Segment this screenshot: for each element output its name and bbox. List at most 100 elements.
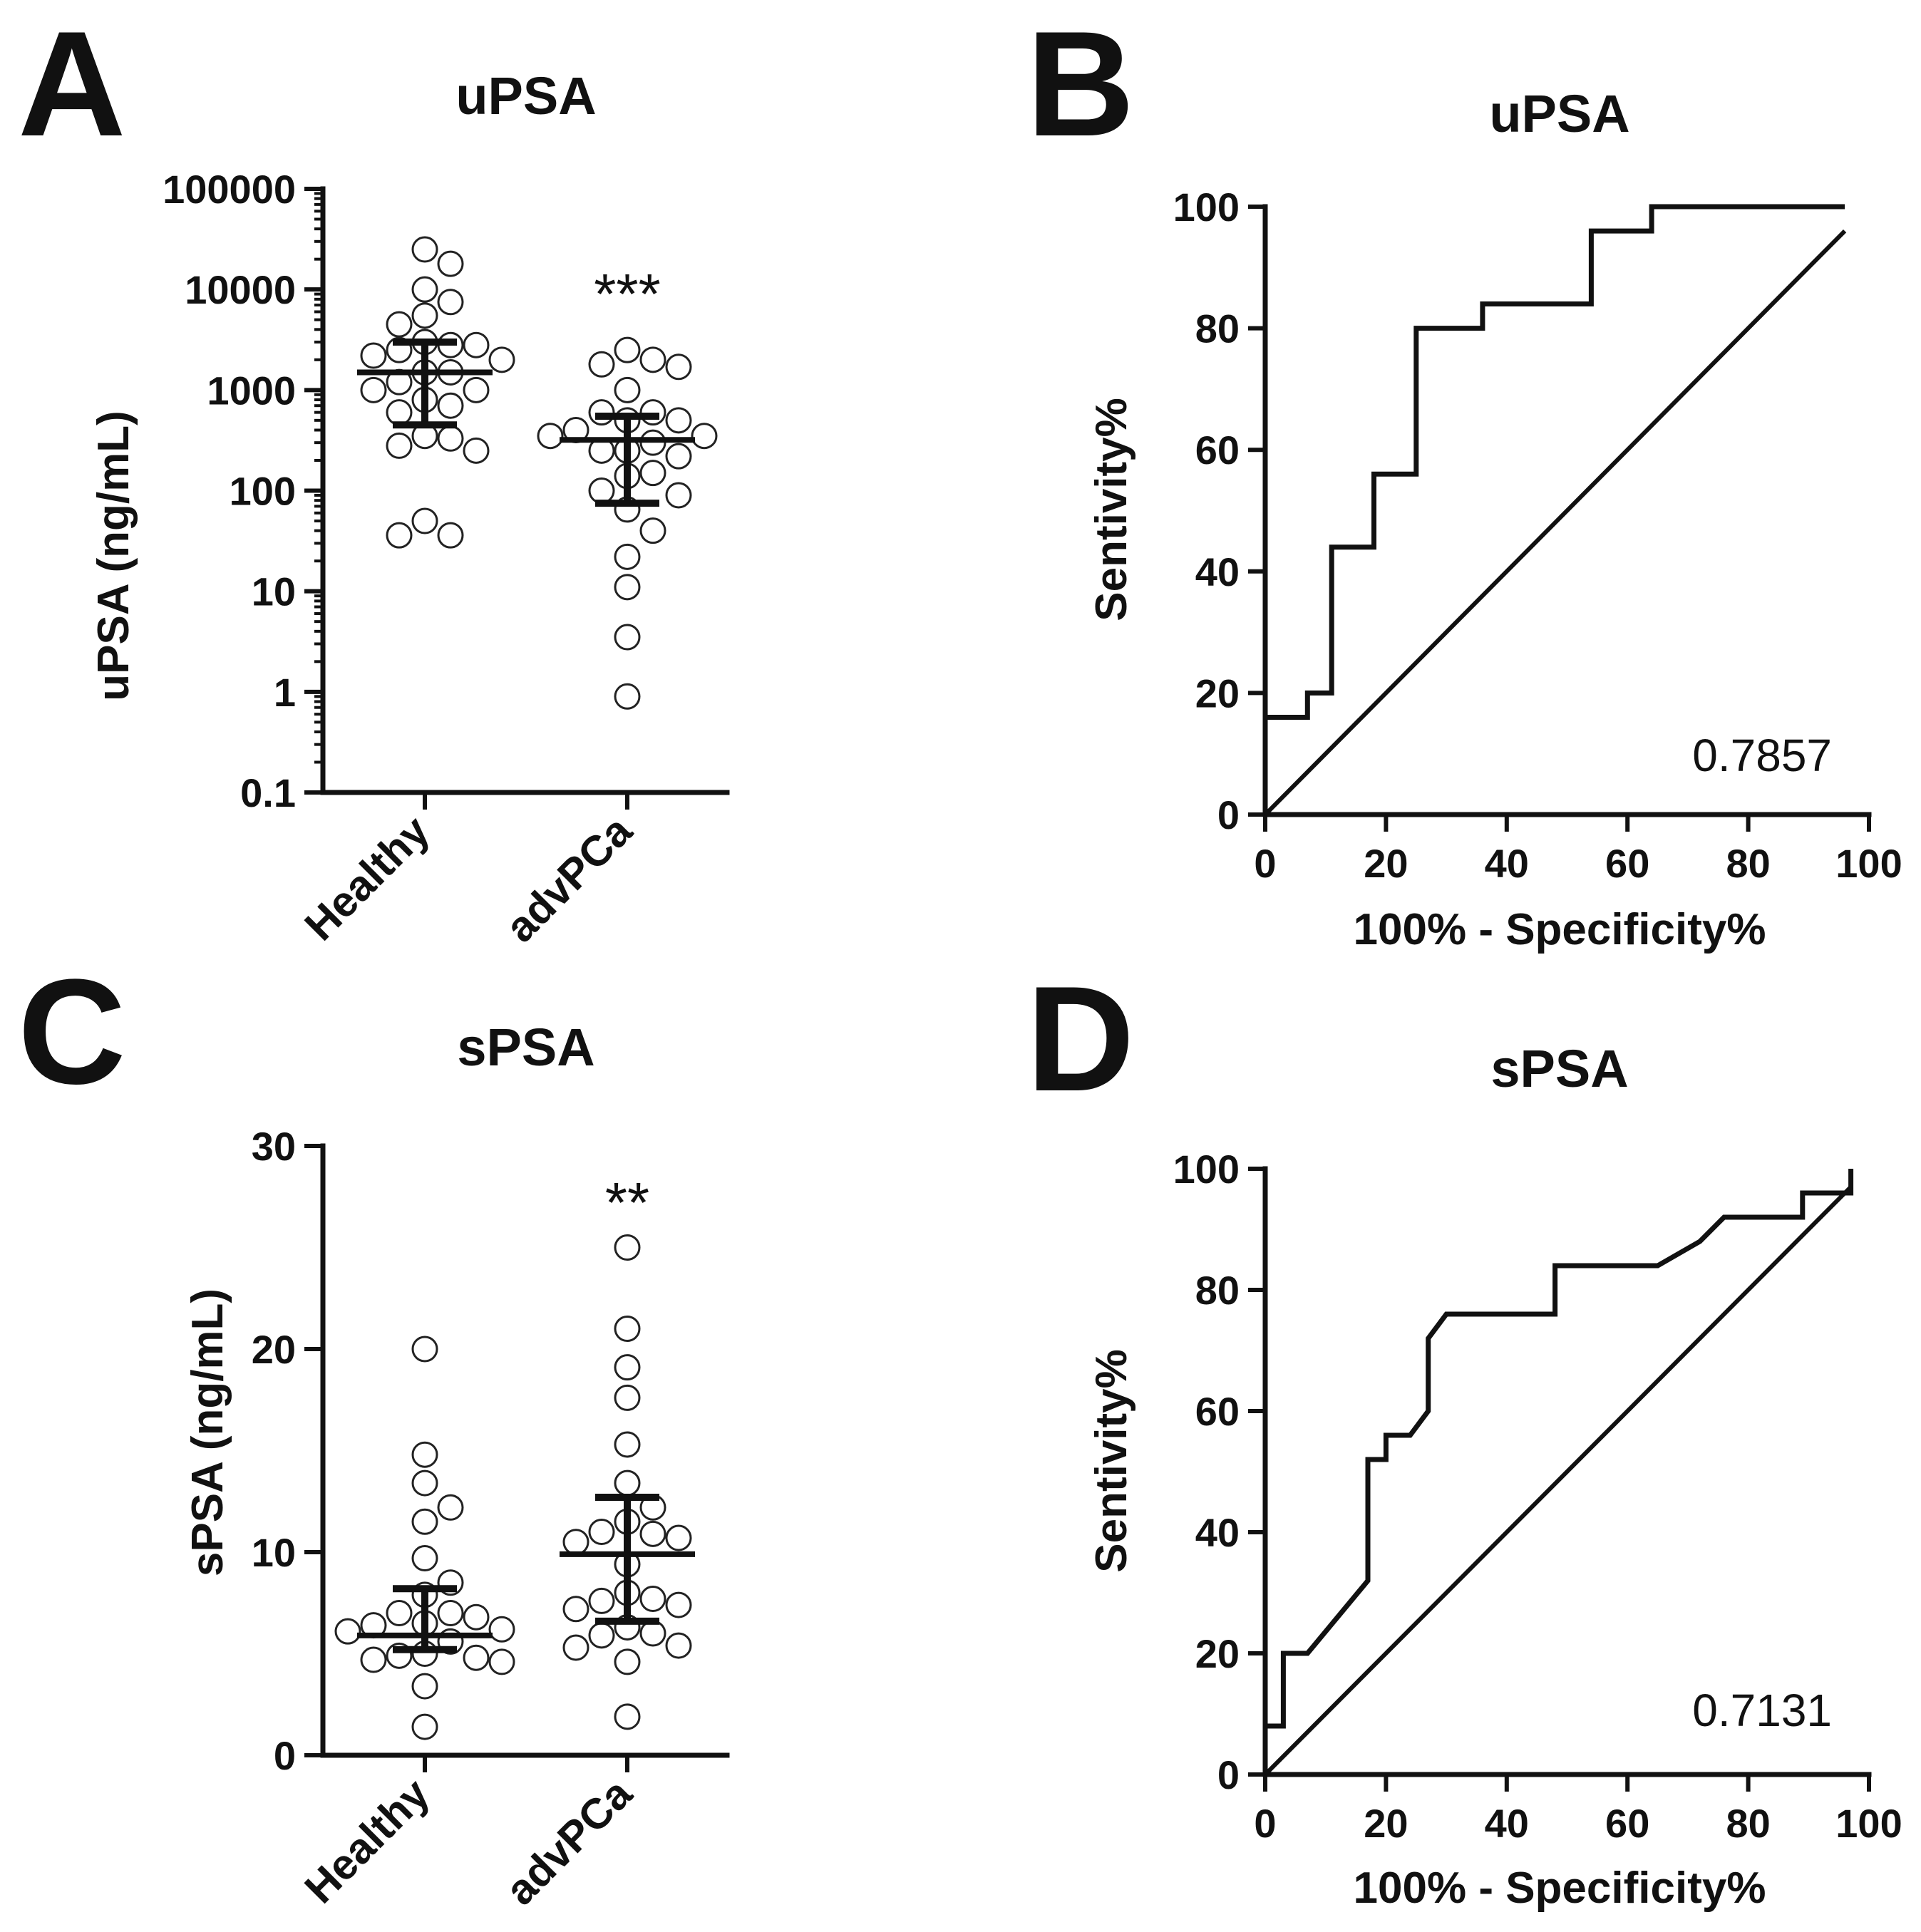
panel-b-x-tick-label: 0 xyxy=(1254,841,1276,886)
panel-c-data-point xyxy=(437,1494,464,1521)
panel-a-data-point xyxy=(614,543,641,570)
panel-c-data-point xyxy=(411,1469,438,1497)
panel-a-data-point xyxy=(665,482,692,509)
panel-b-y-tick-label: 0 xyxy=(1217,792,1240,837)
panel-c-plot: 0 10 20 30 Healthy advPCa xyxy=(252,1124,730,1914)
panel-d-y-tick-label: 60 xyxy=(1195,1389,1240,1434)
panel-a-data-point xyxy=(463,376,490,403)
panel-a-data-point xyxy=(386,311,413,338)
panel-letter-b: B xyxy=(1026,0,1135,167)
panel-c-data-point xyxy=(665,1591,692,1618)
panel-a-data-point xyxy=(437,289,464,316)
panel-a-y-tick-label: 1000 xyxy=(207,368,296,413)
panel-a-y-tick-label: 10 xyxy=(252,569,296,614)
panel-a-significance: *** xyxy=(594,262,660,326)
panel-a-data-point xyxy=(360,376,387,403)
panel-c-y-tick-label: 10 xyxy=(252,1530,296,1575)
panel-a-data-point xyxy=(665,407,692,434)
panel-c-data-point xyxy=(665,1524,692,1551)
panel-letter-c: C xyxy=(18,948,126,1115)
panel-letter-a: A xyxy=(18,0,126,167)
panel-c-data-point xyxy=(562,1634,589,1661)
panel-a-y-axis-label: uPSA (ng/mL) xyxy=(89,410,138,701)
panel-b-x-tick-label: 60 xyxy=(1605,841,1649,886)
panel-d-x-tick-label: 60 xyxy=(1605,1801,1649,1846)
panel-c-significance: ** xyxy=(605,1171,649,1234)
panel-c-data-point xyxy=(360,1646,387,1673)
panel-b-auc-value: 0.7857 xyxy=(1692,730,1832,781)
panel-b-x-tick-label: 100 xyxy=(1835,841,1902,886)
panel-c-data-point xyxy=(386,1600,413,1626)
panel-c-data-point xyxy=(411,1713,438,1740)
panel-c-data-point xyxy=(488,1648,515,1675)
panel-a-data-point xyxy=(463,437,490,464)
panel-c-data-point xyxy=(411,1336,438,1363)
panel-a-data-point xyxy=(360,342,387,369)
panel-a-data-point xyxy=(386,522,413,549)
panel-c-data-point xyxy=(488,1616,515,1643)
panel-d-y-tick-label: 40 xyxy=(1195,1510,1240,1555)
panel-a-data-point xyxy=(588,477,615,504)
panel-b-y-tick-label: 60 xyxy=(1195,428,1240,472)
panel-d-y-axis-label: Sentivity% xyxy=(1087,1349,1136,1573)
panel-a-data-point xyxy=(614,336,641,363)
panel-b-roc-curve xyxy=(1262,204,1845,815)
panel-d-y-tick-label: 80 xyxy=(1195,1268,1240,1313)
panel-d-roc-curve xyxy=(1262,1169,1854,1775)
panel-b-x-axis-label: 100% - Specificity% xyxy=(1354,905,1766,954)
panel-d-reference-line xyxy=(1263,1185,1853,1777)
panel-a-data-point xyxy=(639,460,666,487)
panel-d-x-axis-label: 100% - Specificity% xyxy=(1354,1864,1766,1913)
panel-c-data-point xyxy=(588,1622,615,1649)
panel-d-y-tick-label: 100 xyxy=(1173,1147,1240,1192)
panel-a-y-tick-label: 10000 xyxy=(185,267,296,312)
panel-c-data-point xyxy=(463,1603,490,1631)
panel-c-data-point xyxy=(562,1529,589,1556)
panel-c-data-point xyxy=(411,1508,438,1535)
panel-a-data-point xyxy=(639,517,666,544)
panel-a-data-point xyxy=(463,331,490,358)
panel-c-data-point xyxy=(639,1520,666,1547)
panel-b-title: uPSA xyxy=(1489,84,1629,143)
panel-c-data-point xyxy=(614,1648,641,1675)
panel-a-data-point xyxy=(411,507,438,534)
panel-c-data-point xyxy=(665,1632,692,1659)
panel-a-data-point xyxy=(386,432,413,459)
panel-c-data-point xyxy=(614,1703,641,1730)
panel-d-y-tick-label: 20 xyxy=(1195,1631,1240,1676)
panel-c-category-label: advPCa xyxy=(496,1769,641,1913)
panel-a-title: uPSA xyxy=(455,66,596,125)
panel-a-y-tick-label: 1 xyxy=(274,670,296,715)
panel-a-data-point xyxy=(614,376,641,403)
panel-c-data-point xyxy=(614,1234,641,1261)
panel-a-data-point xyxy=(411,276,438,303)
panel-c-data-point xyxy=(588,1587,615,1614)
panel-c-data-point xyxy=(437,1600,464,1626)
panel-b-reference-line xyxy=(1263,229,1847,817)
panel-a-data-point xyxy=(588,351,615,378)
panel-c-data-point xyxy=(588,1519,615,1545)
panel-a-data-point xyxy=(691,423,718,450)
panel-c-data-point xyxy=(562,1596,589,1623)
panel-a-data-point xyxy=(437,392,464,419)
panel-d-x-tick-label: 40 xyxy=(1485,1801,1529,1846)
panel-a-data-point xyxy=(488,346,515,373)
panel-c-title: sPSA xyxy=(457,1018,594,1077)
panel-a-y-tick-label: 100000 xyxy=(163,167,296,212)
panel-d-plot: 0 20 40 60 80 100 0 20 40 60 80 100 xyxy=(1173,1147,1902,1846)
panel-c-data-point xyxy=(411,1545,438,1572)
panel-b-x-tick-label: 80 xyxy=(1726,841,1770,886)
panel-d-x-tick-label: 20 xyxy=(1364,1801,1408,1846)
panel-c-data-point xyxy=(334,1618,361,1645)
panel-a-data-point xyxy=(411,302,438,329)
panel-d-x-tick-label: 80 xyxy=(1726,1801,1770,1846)
panel-c-data-point xyxy=(411,1673,438,1700)
panel-a-data-point xyxy=(437,522,464,549)
panel-a-category-label: Healthy xyxy=(296,806,439,949)
panel-a-data-point xyxy=(437,250,464,277)
panel-b-x-tick-label: 40 xyxy=(1485,841,1529,886)
panel-b-y-tick-label: 20 xyxy=(1195,671,1240,716)
panel-a-data-point xyxy=(665,353,692,381)
panel-c-y-tick-label: 30 xyxy=(252,1124,296,1169)
